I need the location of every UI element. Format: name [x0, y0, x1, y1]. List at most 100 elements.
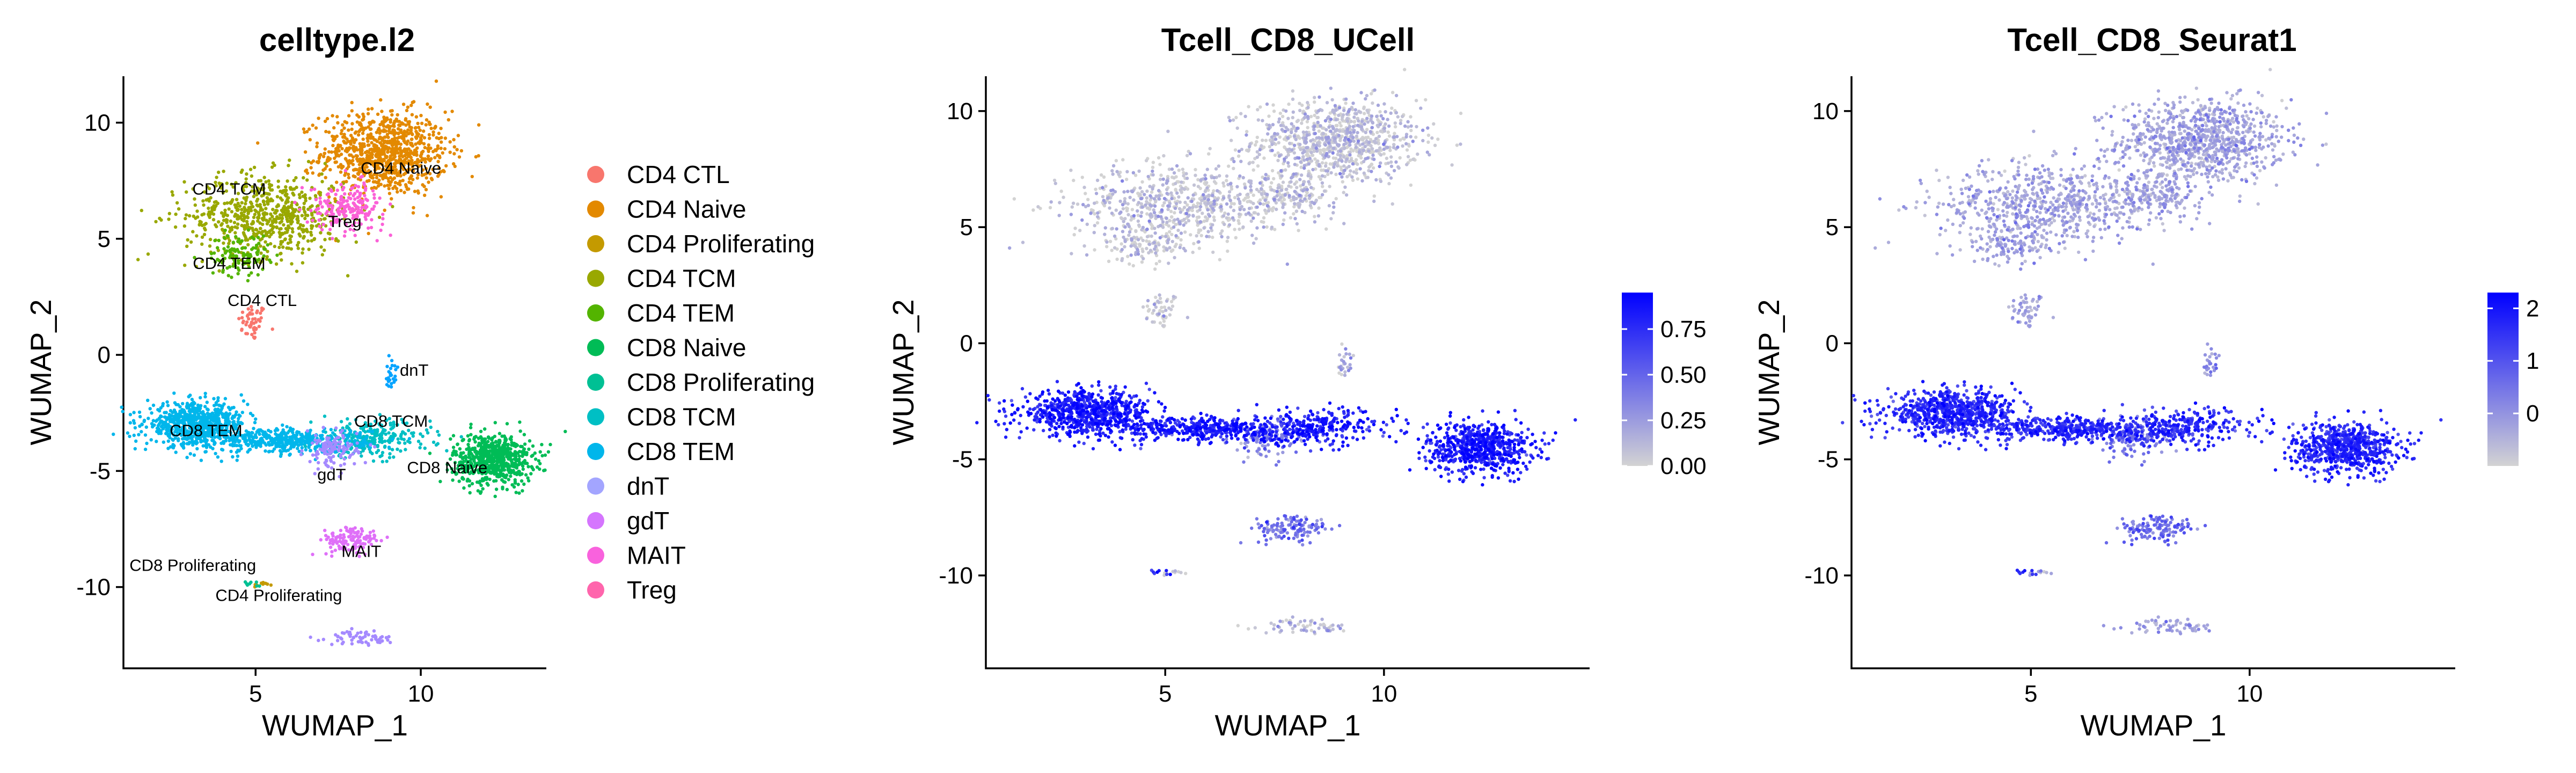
cell-point — [358, 431, 362, 435]
cell-point — [285, 425, 289, 429]
cell-point — [526, 465, 530, 469]
cell-point — [240, 310, 245, 314]
cell-point — [343, 192, 347, 196]
cell-point — [195, 209, 199, 213]
cell-point — [1158, 321, 1162, 325]
cell-point — [480, 477, 485, 481]
cell-point — [327, 130, 331, 134]
cell-point — [415, 146, 419, 150]
cell-point — [1110, 249, 1114, 252]
cell-point — [388, 452, 392, 456]
cell-point — [530, 465, 533, 469]
cell-point — [309, 188, 313, 192]
cell-point — [341, 188, 345, 192]
cell-point — [146, 252, 150, 256]
cell-point — [275, 215, 279, 219]
cell-point — [1247, 627, 1250, 631]
cell-point — [360, 640, 364, 645]
cell-point — [394, 117, 398, 121]
cell-point — [203, 395, 207, 399]
cell-point — [521, 467, 525, 471]
cell-point — [296, 243, 299, 247]
cell-point — [398, 183, 402, 187]
cell-point — [136, 258, 140, 261]
cell-point — [261, 234, 266, 238]
cell-point — [225, 415, 229, 420]
cell-point — [426, 102, 429, 106]
cell-point — [359, 630, 363, 635]
cell-point — [266, 202, 270, 206]
cell-point — [1273, 153, 1277, 157]
cell-point — [199, 440, 203, 443]
cell-point — [467, 479, 472, 483]
cell-point — [307, 247, 311, 251]
cell-point — [390, 171, 394, 175]
cell-point — [406, 105, 410, 109]
cell-point — [328, 168, 332, 172]
cell-point — [372, 144, 376, 148]
cell-point — [393, 181, 398, 185]
cell-point — [409, 137, 414, 141]
cell-point — [221, 228, 224, 231]
cell-point — [187, 409, 191, 413]
cell-point — [302, 127, 306, 131]
legend-label: MAIT — [627, 542, 686, 570]
cell-point — [392, 162, 396, 166]
cell-point — [521, 454, 524, 458]
cell-point — [486, 440, 490, 443]
cell-point — [182, 446, 186, 450]
cell-point — [237, 317, 241, 320]
cell-point — [424, 188, 428, 192]
cell-point — [283, 238, 287, 242]
cell-point — [343, 173, 347, 177]
cell-point — [240, 411, 244, 414]
cell-point — [1284, 618, 1289, 622]
cell-point — [1267, 114, 1271, 118]
cell-point — [380, 450, 385, 455]
cell-point — [235, 443, 239, 448]
cell-point — [398, 179, 402, 183]
cell-point — [265, 231, 269, 235]
cell-point — [335, 115, 339, 119]
cell-point — [383, 445, 387, 449]
cell-point — [1371, 166, 1375, 170]
cell-point — [199, 396, 202, 400]
cell-point — [216, 246, 219, 250]
cell-point — [393, 147, 397, 151]
cell-point — [406, 139, 410, 143]
cell-point — [522, 482, 526, 486]
cell-point — [408, 177, 412, 180]
cell-point — [361, 118, 364, 122]
cell-point — [195, 447, 199, 451]
cell-point — [487, 436, 491, 440]
cell-point — [1233, 228, 1236, 231]
cell-point — [257, 236, 260, 239]
cell-point — [1272, 110, 1276, 113]
cell-point — [309, 166, 313, 170]
cell-point — [348, 430, 353, 434]
cell-point — [1372, 194, 1376, 198]
cell-point — [422, 129, 426, 133]
cell-point — [501, 485, 504, 489]
cell-point — [346, 417, 349, 421]
cell-point — [321, 155, 326, 158]
cell-point — [384, 154, 387, 158]
cell-point — [213, 408, 217, 412]
cell-point — [318, 434, 323, 437]
cell-point — [1072, 233, 1076, 237]
cell-point — [1234, 236, 1238, 239]
cell-point — [173, 401, 177, 405]
cell-point — [233, 214, 237, 218]
cell-point — [384, 377, 389, 381]
cell-point — [261, 581, 265, 585]
cell-point — [265, 436, 269, 440]
cell-point — [375, 180, 379, 184]
cell-point — [365, 149, 369, 154]
cell-point — [255, 199, 259, 203]
cell-point — [192, 453, 196, 457]
cell-point — [306, 159, 311, 164]
cell-point — [206, 411, 209, 415]
cell-point — [368, 530, 372, 535]
cell-point — [385, 364, 389, 368]
cell-point — [508, 469, 512, 473]
